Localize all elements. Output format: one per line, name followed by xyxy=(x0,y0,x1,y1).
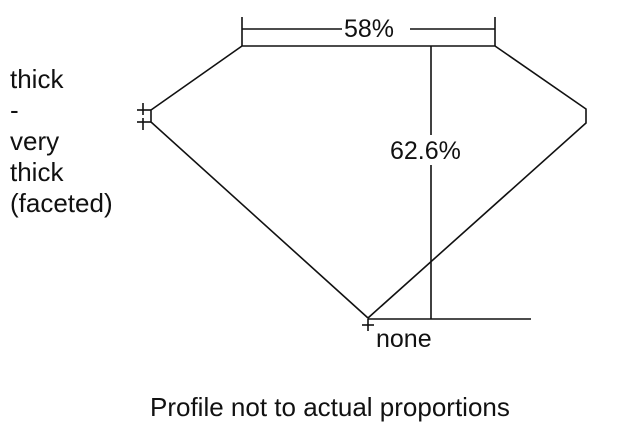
girdle-label-line: thick xyxy=(10,64,64,94)
girdle-label-line: thick xyxy=(10,157,64,187)
caption: Profile not to actual proportions xyxy=(150,392,510,422)
girdle-label: thick - very thick (faceted) xyxy=(10,64,113,219)
girdle-label-line: (faceted) xyxy=(10,188,113,218)
girdle-label-line: very xyxy=(10,126,60,156)
girdle-label-line: - xyxy=(10,95,19,125)
depth-percentage-label: 62.6% xyxy=(390,137,461,165)
gem-outline xyxy=(150,45,587,320)
culet-label: none xyxy=(376,325,432,353)
table-percentage-label: 58% xyxy=(344,15,395,43)
